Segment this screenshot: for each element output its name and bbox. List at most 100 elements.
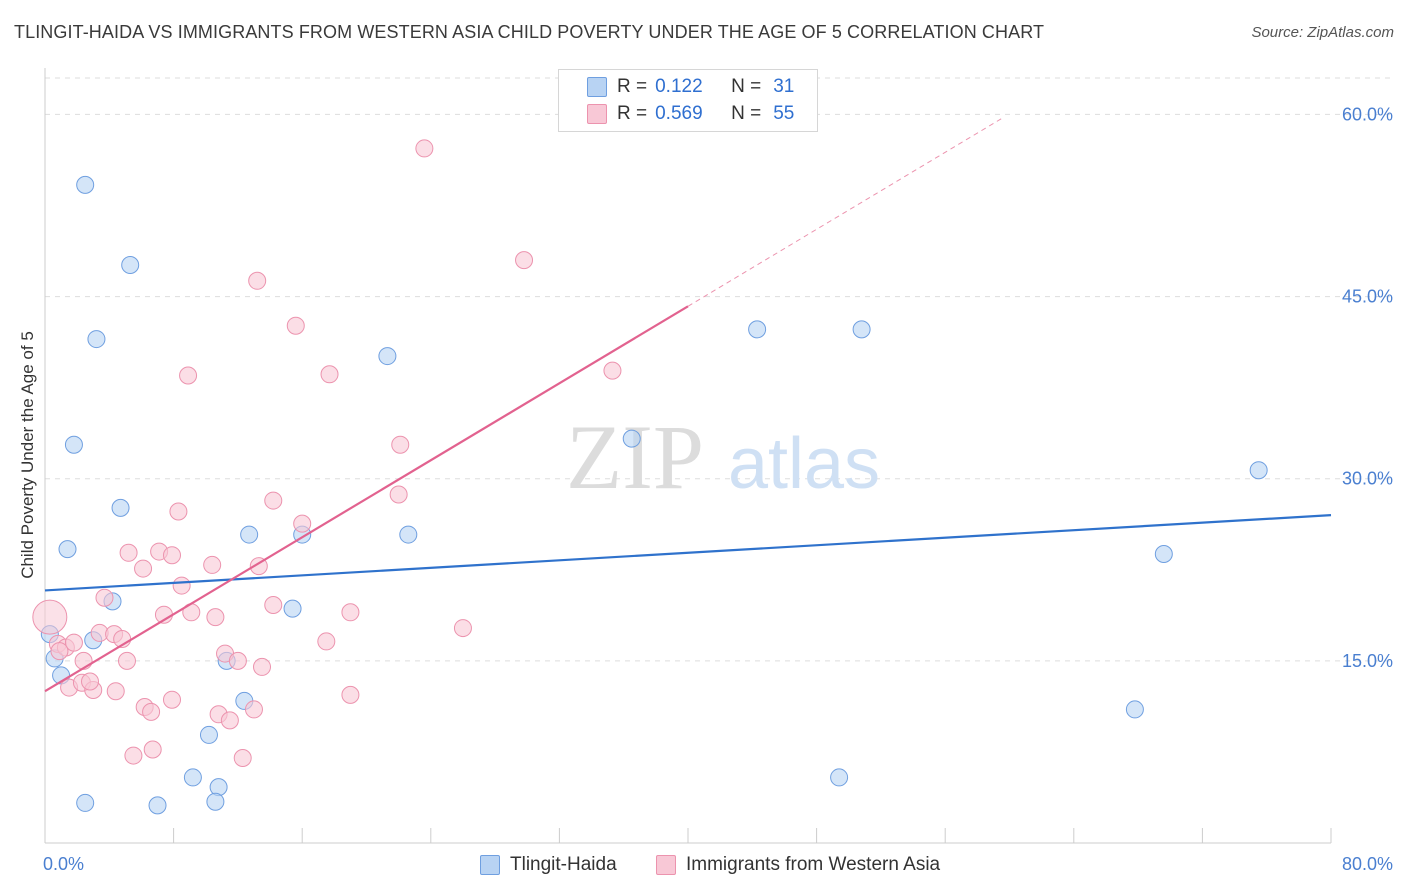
immigrants-point <box>143 740 162 759</box>
immigrants-point <box>119 543 138 562</box>
tlingit-haida-point <box>148 796 167 815</box>
bottom-legend-label: Immigrants from Western Asia <box>686 854 941 875</box>
immigrants-point <box>134 559 153 578</box>
bottom-legend-immigrants: Immigrants from Western Asia <box>656 851 940 879</box>
legend-r-value: 0.122 <box>655 76 703 97</box>
tlingit-haida-point <box>283 599 302 618</box>
bottom-legend-label: Tlingit-Haida <box>510 854 617 875</box>
immigrants-point <box>117 651 136 670</box>
watermark: ZIP atlas <box>566 406 880 508</box>
x-tick-label: 80.0% <box>1342 854 1393 874</box>
bottom-legend-swatch-pink <box>656 855 676 875</box>
tlingit-haida-point <box>76 793 95 812</box>
immigrants-point <box>50 642 69 661</box>
immigrants-point <box>341 685 360 704</box>
gridlines <box>45 77 1392 662</box>
immigrants-point <box>124 746 143 765</box>
tlingit-haida-point <box>1125 700 1144 719</box>
immigrants-point <box>286 316 305 335</box>
immigrants-trendline <box>44 305 689 693</box>
tlingit-haida-point <box>399 525 418 544</box>
tlingit-haida-point <box>209 778 228 797</box>
tlingit-haida-point <box>58 540 77 559</box>
immigrants-point <box>264 596 283 614</box>
immigrants-point <box>64 633 83 652</box>
tlingit-haida-point <box>121 256 140 274</box>
immigrants-point <box>248 271 267 290</box>
tlingit-haida-point <box>1154 545 1173 563</box>
tlingit-haida-point <box>378 347 397 366</box>
tlingit-haida-point <box>199 725 218 744</box>
legend-n-value: 55 <box>773 103 795 124</box>
immigrants-point <box>32 599 68 635</box>
immigrants-point <box>203 555 222 574</box>
immigrants-point <box>95 588 114 607</box>
immigrants-point <box>453 619 472 638</box>
legend-n-label: N = <box>731 103 762 124</box>
correlation-legend: R = 0.122 N = 31 R = 0.569 N = 55 <box>558 69 818 132</box>
immigrants-point <box>515 251 534 270</box>
series-immigrants-points <box>32 139 622 767</box>
tlingit-haida-point <box>852 320 871 339</box>
tlingit-haida-point <box>240 525 259 544</box>
tlingit-haida-point <box>622 429 641 448</box>
immigrants-point <box>179 366 198 385</box>
tlingit-haida-point <box>830 768 849 787</box>
immigrants-point <box>293 514 312 533</box>
tlingit-haida-point <box>206 792 225 811</box>
tlingit-haida-point <box>111 498 130 517</box>
immigrants-point <box>162 546 181 565</box>
immigrants-point <box>317 632 336 651</box>
bottom-legend-swatch-blue <box>480 855 500 875</box>
immigrants-point <box>391 435 410 454</box>
legend-row-immigrants: R = 0.569 N = 55 <box>587 101 794 127</box>
tlingit-haida-trendline <box>44 514 1332 592</box>
chart-title: TLINGIT-HAIDA VS IMMIGRANTS FROM WESTERN… <box>14 22 1045 42</box>
immigrants-point <box>162 690 181 709</box>
legend-n-label: N = <box>731 76 762 97</box>
immigrants-point <box>603 361 622 380</box>
tlingit-haida-point <box>748 320 767 339</box>
immigrants-point <box>172 576 191 595</box>
y-tick-label: 15.0% <box>1342 651 1393 671</box>
trendlines <box>44 118 1332 693</box>
immigrants-point <box>389 485 408 504</box>
tlingit-haida-point <box>1249 461 1268 480</box>
immigrants-point <box>81 672 100 691</box>
y-axis-label: Child Poverty Under the Age of 5 <box>18 331 37 579</box>
legend-r-label: R = <box>617 76 648 97</box>
immigrants-point <box>244 700 263 719</box>
legend-r-value: 0.569 <box>655 103 703 124</box>
legend-swatch-pink <box>587 104 607 124</box>
immigrants-point <box>341 603 360 622</box>
immigrants-point <box>220 711 239 730</box>
bottom-legend-tlingit-haida: Tlingit-Haida <box>480 851 617 879</box>
tlingit-haida-point <box>64 435 83 454</box>
immigrants-point <box>233 749 252 767</box>
legend-swatch-blue <box>587 77 607 97</box>
immigrants-point <box>169 502 188 521</box>
immigrants-point <box>142 702 161 721</box>
y-tick-label: 60.0% <box>1342 104 1393 124</box>
immigrants-point <box>206 608 225 627</box>
source-credit: Source: ZipAtlas.com <box>1251 24 1394 41</box>
y-tick-label: 45.0% <box>1342 287 1393 307</box>
immigrants-trendline-extension <box>687 118 1002 307</box>
immigrants-point <box>253 657 272 676</box>
immigrants-point <box>320 365 339 384</box>
watermark-zip: ZIP <box>566 406 704 508</box>
y-tick-label: 30.0% <box>1342 469 1393 489</box>
legend-n-value: 31 <box>773 76 795 97</box>
immigrants-point <box>106 682 125 701</box>
tlingit-haida-point <box>87 330 106 349</box>
watermark-atlas: atlas <box>728 424 880 504</box>
immigrants-point <box>74 651 93 670</box>
tick-labels: 15.0% 30.0% 45.0% 60.0% 0.0% 80.0% <box>43 104 1393 874</box>
immigrants-point <box>415 139 434 158</box>
legend-row-tlingit-haida: R = 0.122 N = 31 <box>587 74 794 100</box>
immigrants-point <box>228 651 247 670</box>
tlingit-haida-point <box>183 768 202 787</box>
x-tick-label: 0.0% <box>43 854 84 874</box>
immigrants-point <box>264 491 283 510</box>
